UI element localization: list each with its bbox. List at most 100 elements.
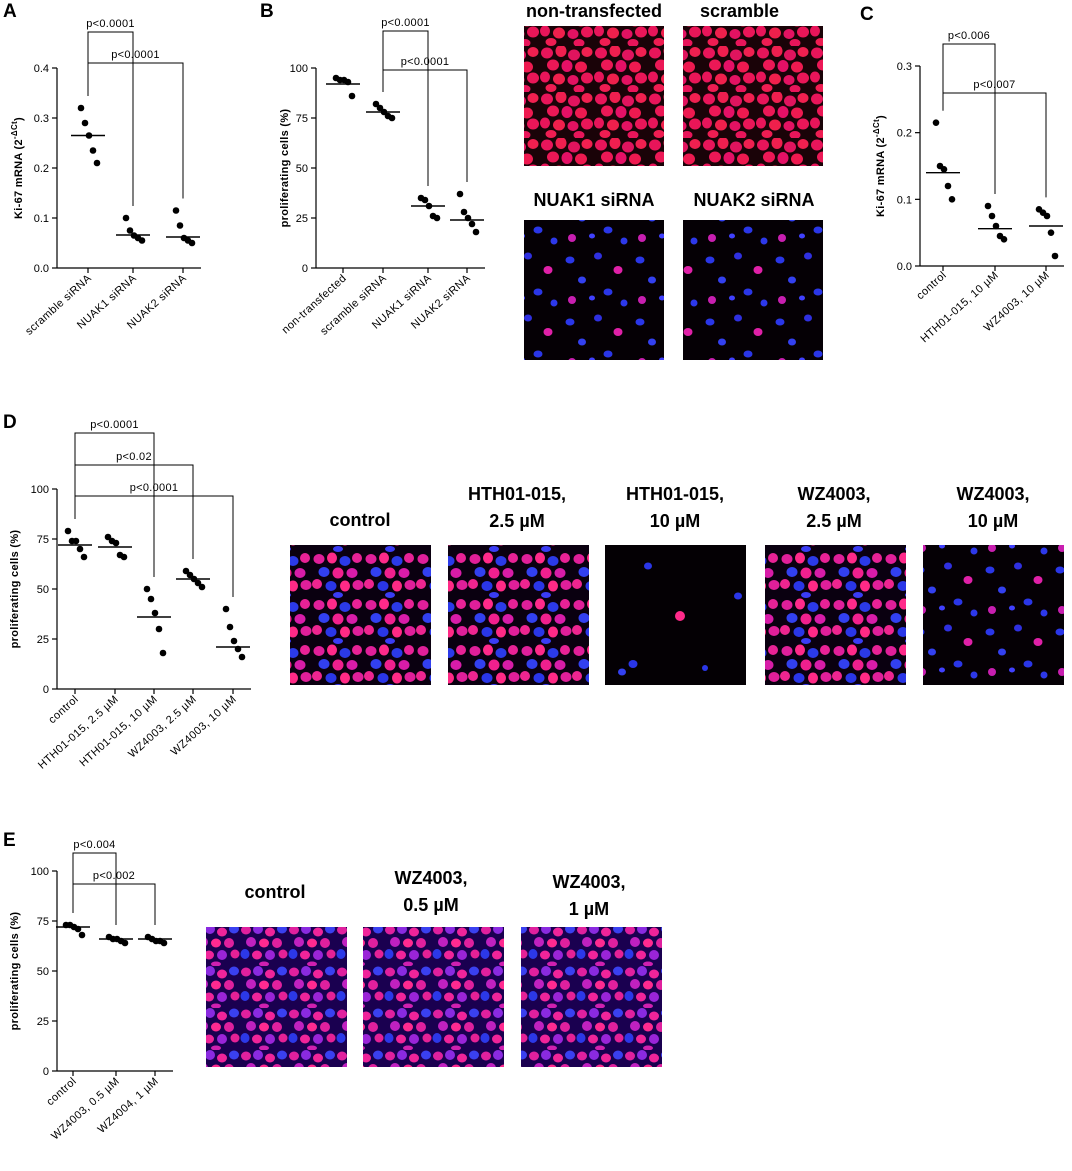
significance-bracket [74, 464, 194, 559]
data-point [194, 579, 202, 587]
p-value-label: p<0.02 [116, 451, 152, 463]
data-point [1051, 252, 1059, 260]
y-axis-label: proliferating cells (%) [9, 912, 21, 1031]
y-tick-label: 100 [31, 484, 49, 496]
data-point [138, 237, 146, 244]
data-point [944, 182, 952, 190]
image-title-d-hth-10-line2: 10 µM [650, 511, 700, 531]
data-point [155, 625, 163, 633]
p-value-label: p<0.004 [73, 839, 115, 851]
data-point [160, 939, 168, 947]
data-point [186, 571, 194, 579]
micrograph-e-wz-0-5 [363, 927, 504, 1067]
data-point [222, 605, 230, 613]
data-point [1000, 236, 1008, 243]
y-tick-label: 0 [302, 263, 308, 275]
y-axis-label: Ki-67 mRNA (2-ΔCt) [872, 115, 887, 217]
image-title-d-hth-2-5-line1: HTH01-015, [468, 484, 566, 504]
significance-bracket [72, 852, 117, 925]
data-point [151, 609, 159, 617]
image-title-non-transfected: non-transfected [526, 1, 662, 21]
data-point [81, 119, 89, 127]
significance-bracket [382, 30, 429, 186]
significance-bracket [942, 43, 996, 194]
significance-bracket [74, 495, 234, 597]
y-tick-label: 0.4 [34, 63, 49, 75]
y-tick-label: 50 [37, 966, 49, 978]
p-value-label: p<0.0001 [86, 18, 135, 30]
y-tick-label: 0 [43, 1066, 49, 1078]
p-value-label: p<0.007 [973, 79, 1015, 91]
data-point [64, 527, 72, 535]
y-tick-label: 0.2 [897, 128, 912, 140]
y-tick-label: 0.3 [897, 61, 912, 73]
data-point [172, 207, 180, 214]
micrograph-nuak2-sirna [683, 220, 823, 360]
micrograph-e-control [206, 927, 347, 1067]
category-label: non-transfected [280, 272, 349, 336]
category-label: WZ4003, 2.5 µM [126, 693, 199, 760]
image-title-d-wz-10-line1: WZ4003, [956, 484, 1029, 504]
micrograph-e-wz-1 [521, 927, 662, 1067]
panel-label-e: E [3, 830, 16, 851]
category-label: control [914, 269, 949, 302]
y-tick-label: 100 [31, 866, 49, 878]
p-value-label: p<0.0001 [90, 419, 139, 431]
image-title-e-wz-1-line2: 1 µM [569, 899, 609, 919]
data-point [421, 196, 429, 204]
data-point [143, 585, 151, 593]
data-point [77, 104, 85, 112]
data-point [120, 553, 128, 561]
image-title-nuak1: NUAK1 siRNA [533, 190, 654, 210]
p-value-label: p<0.002 [93, 870, 135, 882]
significance-bracket [942, 92, 1047, 198]
data-point [948, 196, 956, 203]
data-point [80, 553, 88, 561]
category-label: control [44, 1075, 79, 1108]
panel-label-d: D [3, 412, 17, 433]
image-title-d-hth-2-5-line2: 2.5 µM [489, 511, 544, 531]
data-point [468, 220, 476, 228]
data-point [76, 545, 84, 553]
y-tick-label: 75 [296, 113, 308, 125]
p-value-label: p<0.0001 [111, 49, 160, 61]
data-point [182, 567, 190, 575]
data-point [372, 100, 380, 108]
y-tick-label: 0.2 [34, 163, 49, 175]
data-point [112, 539, 120, 547]
data-point [126, 227, 134, 234]
micrograph-nuak1-sirna [524, 220, 664, 360]
image-title-nuak2: NUAK2 siRNA [693, 190, 814, 210]
y-tick-label: 0.0 [897, 261, 912, 273]
data-point [104, 533, 112, 541]
data-point [93, 159, 101, 167]
micrograph-d-wz-10 [923, 545, 1064, 685]
y-tick-label: 0 [43, 684, 49, 696]
image-title-d-control: control [330, 510, 391, 530]
image-title-scramble: scramble [700, 1, 779, 21]
data-point [122, 214, 130, 222]
data-point [176, 222, 184, 229]
data-point [147, 595, 155, 603]
panel-label-b: B [260, 1, 274, 22]
data-point [388, 114, 396, 122]
data-point [1043, 212, 1051, 220]
y-tick-label: 0.3 [34, 113, 49, 125]
data-point [472, 228, 480, 236]
significance-bracket [382, 69, 468, 182]
data-point [460, 208, 468, 216]
data-point [376, 104, 384, 112]
data-point [89, 147, 97, 154]
image-title-e-control: control [245, 882, 306, 902]
y-tick-label: 75 [37, 534, 49, 546]
y-tick-label: 0.1 [897, 194, 912, 206]
image-title-e-wz-0-5-line2: 0.5 µM [403, 895, 458, 915]
y-axis-label: proliferating cells (%) [9, 530, 21, 649]
micrograph-d-hth-2-5 [448, 545, 589, 685]
y-tick-label: 0.1 [34, 213, 49, 225]
